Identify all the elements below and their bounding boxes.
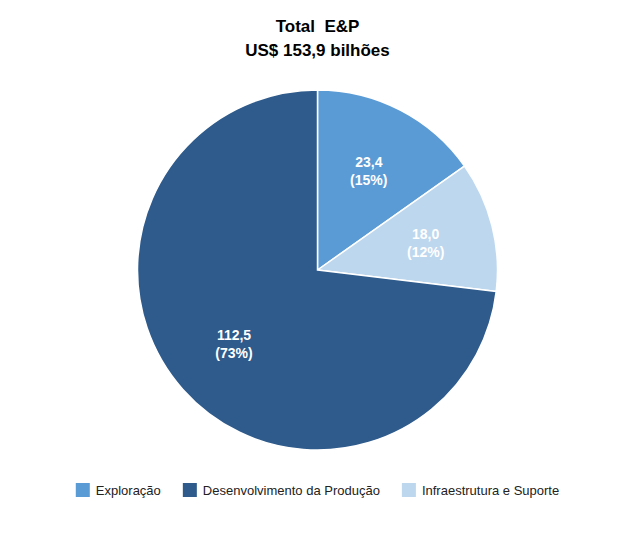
legend-entry: Infraestrutura e Suporte xyxy=(422,483,559,498)
chart: Total E&P US$ 153,9 bilhões 23,4 (15%) 18,0 (… xyxy=(0,0,635,544)
legend-swatch xyxy=(183,483,197,497)
data-label: 112,5 xyxy=(217,327,251,343)
data-label: 23,4 xyxy=(355,154,382,170)
subtitle: US$ 153,9 bilhões xyxy=(245,41,390,60)
slice xyxy=(138,90,497,450)
title: Total E&P xyxy=(276,17,360,36)
legend-entry: Desenvolvimento da Produção xyxy=(203,483,380,498)
legend-swatch xyxy=(76,483,90,497)
legend-swatch xyxy=(402,483,416,497)
data-label: 18,0 xyxy=(412,226,439,242)
legend-entry: Exploração xyxy=(96,483,161,498)
pie xyxy=(138,90,498,450)
legend: Exploração Desenvolvimento da Produção Inf… xyxy=(76,483,559,498)
data-label: (15%) xyxy=(350,172,387,188)
data-label: (12%) xyxy=(407,244,444,260)
data-label: (73%) xyxy=(215,345,252,361)
